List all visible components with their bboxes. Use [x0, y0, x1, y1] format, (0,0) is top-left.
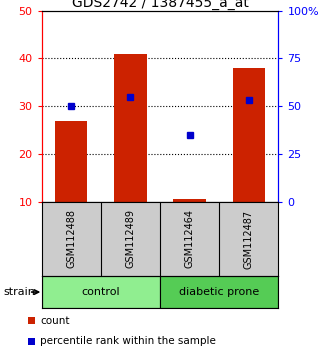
Text: GSM112488: GSM112488 [66, 210, 76, 268]
Bar [233, 68, 265, 202]
Bar [173, 199, 206, 202]
Bar [42, 276, 160, 308]
Bar [28, 318, 35, 324]
Bar [55, 120, 87, 202]
Text: percentile rank within the sample: percentile rank within the sample [40, 336, 216, 346]
Text: count: count [40, 316, 69, 326]
Bar [160, 276, 278, 308]
Text: strain: strain [3, 287, 35, 297]
Text: GSM112489: GSM112489 [125, 210, 135, 268]
Bar [28, 338, 35, 344]
Text: GSM112464: GSM112464 [185, 210, 195, 268]
Text: GSM112487: GSM112487 [244, 209, 254, 269]
Text: control: control [82, 287, 120, 297]
Title: GDS2742 / 1387455_a_at: GDS2742 / 1387455_a_at [72, 0, 248, 10]
Text: diabetic prone: diabetic prone [179, 287, 259, 297]
Bar [114, 53, 147, 202]
